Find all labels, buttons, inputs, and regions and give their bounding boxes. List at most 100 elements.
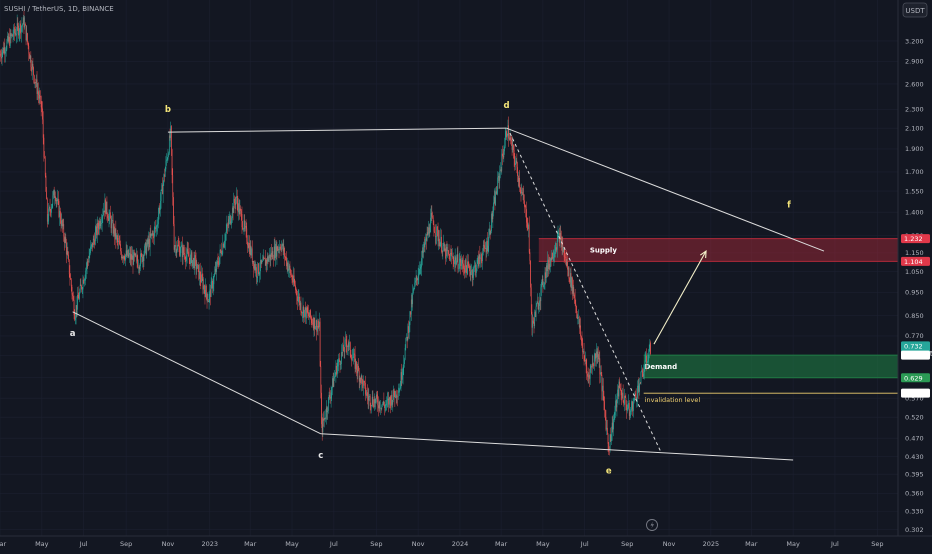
candle-down: [179, 246, 180, 247]
candle-up: [414, 283, 415, 289]
candle-up: [411, 300, 412, 315]
candle-down: [574, 295, 575, 298]
candle-up: [122, 257, 123, 258]
candle-up: [643, 372, 644, 377]
candle-up: [543, 285, 544, 287]
candle-up: [423, 244, 424, 253]
candle-up: [97, 223, 98, 235]
candle-up: [102, 217, 103, 223]
candle-down: [206, 286, 207, 294]
candle-down: [107, 215, 108, 219]
candle-down: [586, 366, 587, 374]
candle-up: [349, 342, 350, 343]
candle-down: [397, 397, 398, 398]
candle-down: [621, 395, 622, 398]
candle-down: [401, 372, 402, 380]
candle-down: [626, 398, 627, 405]
candle-down: [564, 248, 565, 256]
candle-up: [211, 282, 212, 297]
candle-down: [268, 256, 269, 261]
candle-up: [650, 342, 651, 350]
time-tick-label: Nov: [412, 540, 425, 548]
candle-up: [103, 211, 104, 215]
lightning-icon[interactable]: [647, 520, 658, 531]
price-tick-label: 1.400: [905, 208, 924, 216]
price-tag-value: 1.232: [904, 235, 923, 243]
candle-down: [347, 344, 348, 347]
candle-up: [499, 171, 500, 181]
candle-up: [519, 178, 520, 182]
candle-up: [138, 267, 139, 268]
candle-up: [257, 263, 258, 277]
candle-down: [514, 150, 515, 159]
candle-down: [111, 218, 112, 228]
candle-down: [527, 226, 528, 229]
candle-down: [61, 221, 62, 226]
candle-up: [231, 218, 232, 221]
candle-up: [523, 194, 524, 195]
candle-down: [299, 297, 300, 305]
candle-down: [566, 257, 567, 266]
candle-down: [174, 224, 175, 250]
candle-up: [100, 224, 101, 226]
candle-down: [466, 267, 467, 275]
candle-down: [50, 210, 51, 212]
candle-down: [449, 253, 450, 254]
candle-down: [178, 245, 179, 246]
candle-down: [128, 250, 129, 257]
candle-up: [250, 246, 251, 254]
candle-down: [70, 274, 71, 278]
candle-down: [290, 266, 291, 270]
candle-down: [604, 401, 605, 410]
candle-up: [536, 303, 537, 306]
candle-up: [431, 213, 432, 218]
candle-down: [27, 33, 28, 42]
candle-up: [403, 364, 404, 367]
candle-up: [87, 261, 88, 267]
candle-up: [539, 301, 540, 306]
candle-down: [114, 227, 115, 237]
candle-down: [394, 395, 395, 398]
candle-up: [571, 278, 572, 288]
candle-down: [212, 281, 213, 289]
candle-down: [172, 175, 173, 197]
candle-up: [161, 190, 162, 201]
candle-down: [271, 253, 272, 257]
candle-down: [279, 249, 280, 250]
candle-down: [307, 307, 308, 312]
candle-up: [209, 289, 210, 294]
candle-down: [107, 202, 108, 215]
candle-down: [187, 249, 188, 251]
candle-up: [473, 275, 474, 278]
candle-down: [87, 261, 88, 262]
candle-down: [625, 396, 626, 398]
candle-up: [115, 228, 116, 236]
candle-down: [65, 237, 66, 242]
candle-up: [203, 285, 204, 289]
candle-up: [471, 270, 472, 272]
candle-down: [321, 393, 322, 424]
price-tick-label: 1.900: [905, 145, 924, 153]
candle-up: [63, 224, 64, 226]
candle-down: [540, 301, 541, 302]
candle-up: [404, 360, 405, 364]
candle-down: [270, 255, 271, 260]
candle-down: [610, 434, 611, 441]
candle-down: [120, 244, 121, 245]
candle-up: [133, 252, 134, 265]
candle-down: [453, 256, 454, 260]
candle-up: [111, 221, 112, 228]
candle-down: [424, 244, 425, 247]
candle-down: [484, 245, 485, 246]
candle-up: [600, 372, 601, 374]
candle-up: [275, 244, 276, 258]
candle-down: [76, 305, 77, 310]
candle-up: [338, 358, 339, 363]
candle-up: [400, 388, 401, 389]
candle-up: [534, 312, 535, 326]
candle-down: [388, 399, 389, 405]
candle-up: [161, 185, 162, 190]
currency-button[interactable]: USDT: [903, 3, 927, 17]
